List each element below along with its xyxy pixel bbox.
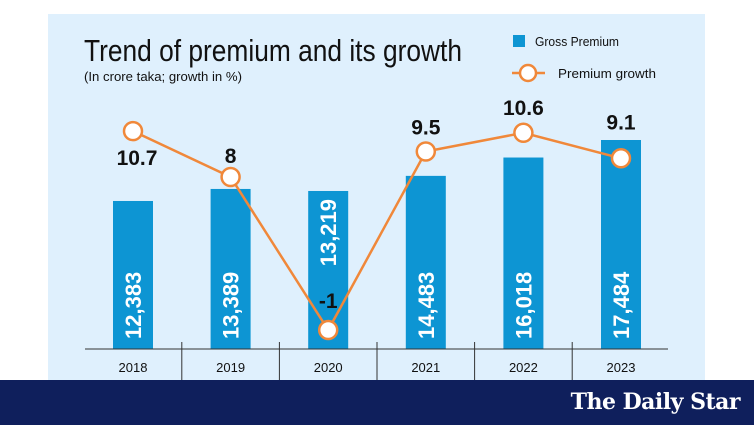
x-tick-2020: 2020 [314, 360, 343, 375]
x-tick-2022: 2022 [509, 360, 538, 375]
bar-label-2022: 16,018 [511, 272, 536, 339]
legend-premium-growth: Premium growth [558, 66, 656, 81]
chart-subtitle: (In crore taka; growth in %) [84, 70, 242, 84]
growth-point-2021 [415, 141, 437, 162]
legend-bar-swatch [513, 35, 525, 47]
footer-band [0, 380, 754, 425]
bar-2019 [210, 188, 251, 349]
growth-label-2018: 10.7 [117, 147, 158, 170]
growth-label-2021: 9.5 [411, 117, 441, 140]
x-tick-2023: 2023 [607, 360, 636, 375]
x-tick-2019: 2019 [216, 360, 245, 375]
bar-label-2018: 12,383 [121, 272, 146, 339]
bar-label-2023: 17,484 [609, 271, 634, 339]
x-tick-2021: 2021 [411, 360, 440, 375]
daily-star-logo: The Daily Star [570, 389, 741, 415]
growth-point-2018 [122, 120, 144, 142]
bar-2022 [503, 157, 544, 349]
growth-label-2023: 9.1 [606, 111, 636, 134]
growth-point-2019 [220, 166, 241, 188]
growth-point-2023 [610, 148, 632, 169]
chart-title: Trend of premium and its growth [84, 33, 462, 68]
growth-point-2022 [513, 122, 534, 144]
bar-2023 [601, 140, 641, 349]
chart-panel [48, 14, 705, 380]
bar-label-2020: 13,219 [316, 199, 341, 266]
growth-point-2020 [317, 319, 339, 341]
bar-2021 [405, 175, 446, 349]
bar-2018 [113, 200, 153, 349]
growth-label-2019: 8 [225, 145, 237, 168]
bar-label-2019: 13,389 [219, 272, 244, 339]
legend-gross-premium: Gross Premium [535, 34, 619, 49]
growth-line [132, 129, 622, 333]
bar-label-2021: 14,483 [414, 272, 439, 339]
growth-label-2020: -1 [319, 290, 338, 313]
x-tick-2018: 2018 [119, 360, 148, 375]
legend-marker [518, 63, 538, 83]
growth-label-2022: 10.6 [503, 97, 544, 120]
